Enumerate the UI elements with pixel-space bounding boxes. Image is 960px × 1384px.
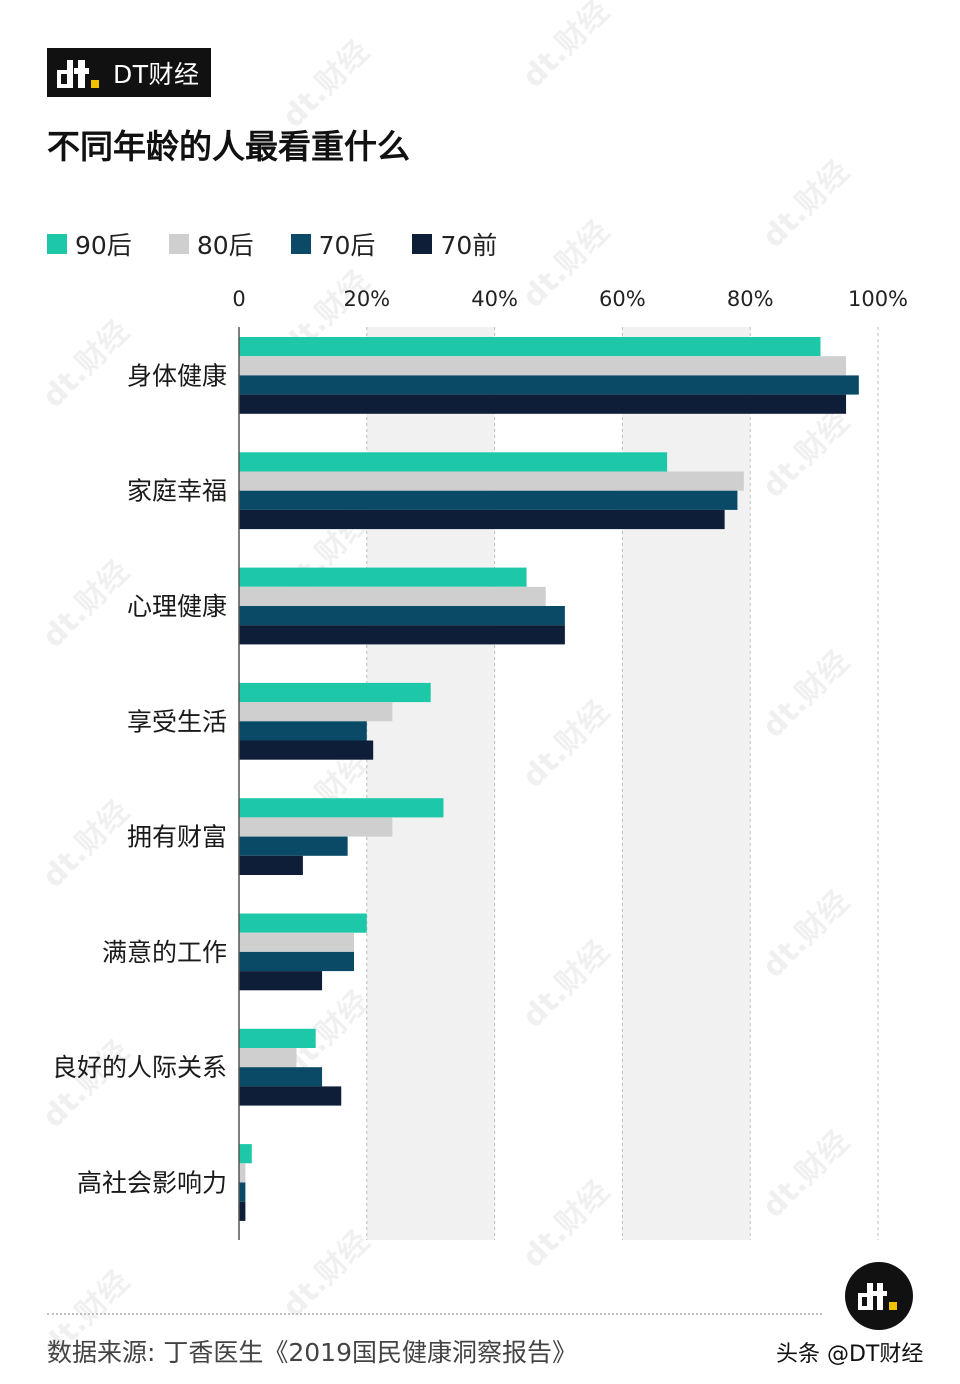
category-label: 家庭幸福 <box>127 477 227 506</box>
bar <box>239 951 355 972</box>
category-label: 高社会影响力 <box>77 1169 227 1198</box>
bar <box>239 1182 246 1202</box>
legend-item-70: 70后 <box>290 226 376 262</box>
corner-logo <box>845 1262 913 1330</box>
legend-item-70pre: 70前 <box>412 226 497 262</box>
bar <box>239 586 546 606</box>
bar <box>239 1067 323 1087</box>
x-tick-label: 80% <box>727 287 774 311</box>
bar <box>239 337 821 357</box>
dt-logo-icon <box>57 59 99 88</box>
bar <box>239 1028 316 1048</box>
bar <box>239 1163 246 1183</box>
category-label: 满意的工作 <box>102 938 227 967</box>
bar <box>239 721 367 741</box>
bar <box>239 375 859 395</box>
legend-swatch-70 <box>290 234 311 254</box>
footer-divider <box>47 1313 822 1315</box>
bar <box>239 932 355 952</box>
bar <box>239 452 668 472</box>
bar <box>239 394 847 414</box>
legend: 90后 80后 70后 70前 <box>47 226 534 262</box>
bar <box>239 606 565 626</box>
bar <box>239 356 847 376</box>
x-tick-label: 20% <box>343 287 390 311</box>
legend-label-80: 80后 <box>196 231 254 260</box>
bar <box>239 509 725 530</box>
legend-item-80: 80后 <box>168 226 254 262</box>
bar <box>239 836 348 856</box>
bar <box>239 1201 246 1221</box>
x-tick-label: 60% <box>599 287 646 311</box>
bar <box>239 971 323 991</box>
bar <box>239 740 374 760</box>
x-tick-label: 0 <box>232 287 245 311</box>
bar <box>239 1086 342 1106</box>
bar <box>239 855 303 875</box>
bar <box>239 1144 252 1164</box>
category-label: 良好的人际关系 <box>52 1053 227 1082</box>
category-label: 享受生活 <box>127 707 227 736</box>
bar <box>239 1048 297 1068</box>
x-tick-label: 100% <box>848 287 908 311</box>
brand-badge: DT财经 <box>47 48 211 97</box>
data-source-note: 数据来源: 丁香医生《2019国民健康洞察报告》 <box>47 1338 577 1367</box>
category-label: 拥有财富 <box>127 823 227 852</box>
bar <box>239 798 444 818</box>
dt-logo-icon <box>858 1283 897 1310</box>
legend-label-70: 70后 <box>318 231 376 260</box>
bar <box>239 625 565 645</box>
brand-name: DT财经 <box>113 59 200 89</box>
bar <box>239 567 527 587</box>
legend-label-70pre: 70前 <box>440 231 498 260</box>
bar <box>239 471 744 491</box>
footer-credit: 头条 @DT财经 <box>776 1342 924 1367</box>
category-label: 心理健康 <box>127 592 227 621</box>
bar <box>239 702 393 722</box>
bar <box>239 490 738 510</box>
bar <box>239 913 367 933</box>
legend-item-90: 90后 <box>47 226 132 262</box>
x-tick-label: 40% <box>471 287 518 311</box>
bar <box>239 817 393 837</box>
legend-swatch-90 <box>47 234 67 254</box>
chart-title: 不同年龄的人最看重什么 <box>47 127 410 166</box>
category-label: 身体健康 <box>127 361 227 390</box>
bar <box>239 682 431 703</box>
legend-label-90: 90后 <box>75 231 132 260</box>
legend-swatch-80 <box>168 234 189 254</box>
legend-swatch-70pre <box>412 234 433 254</box>
